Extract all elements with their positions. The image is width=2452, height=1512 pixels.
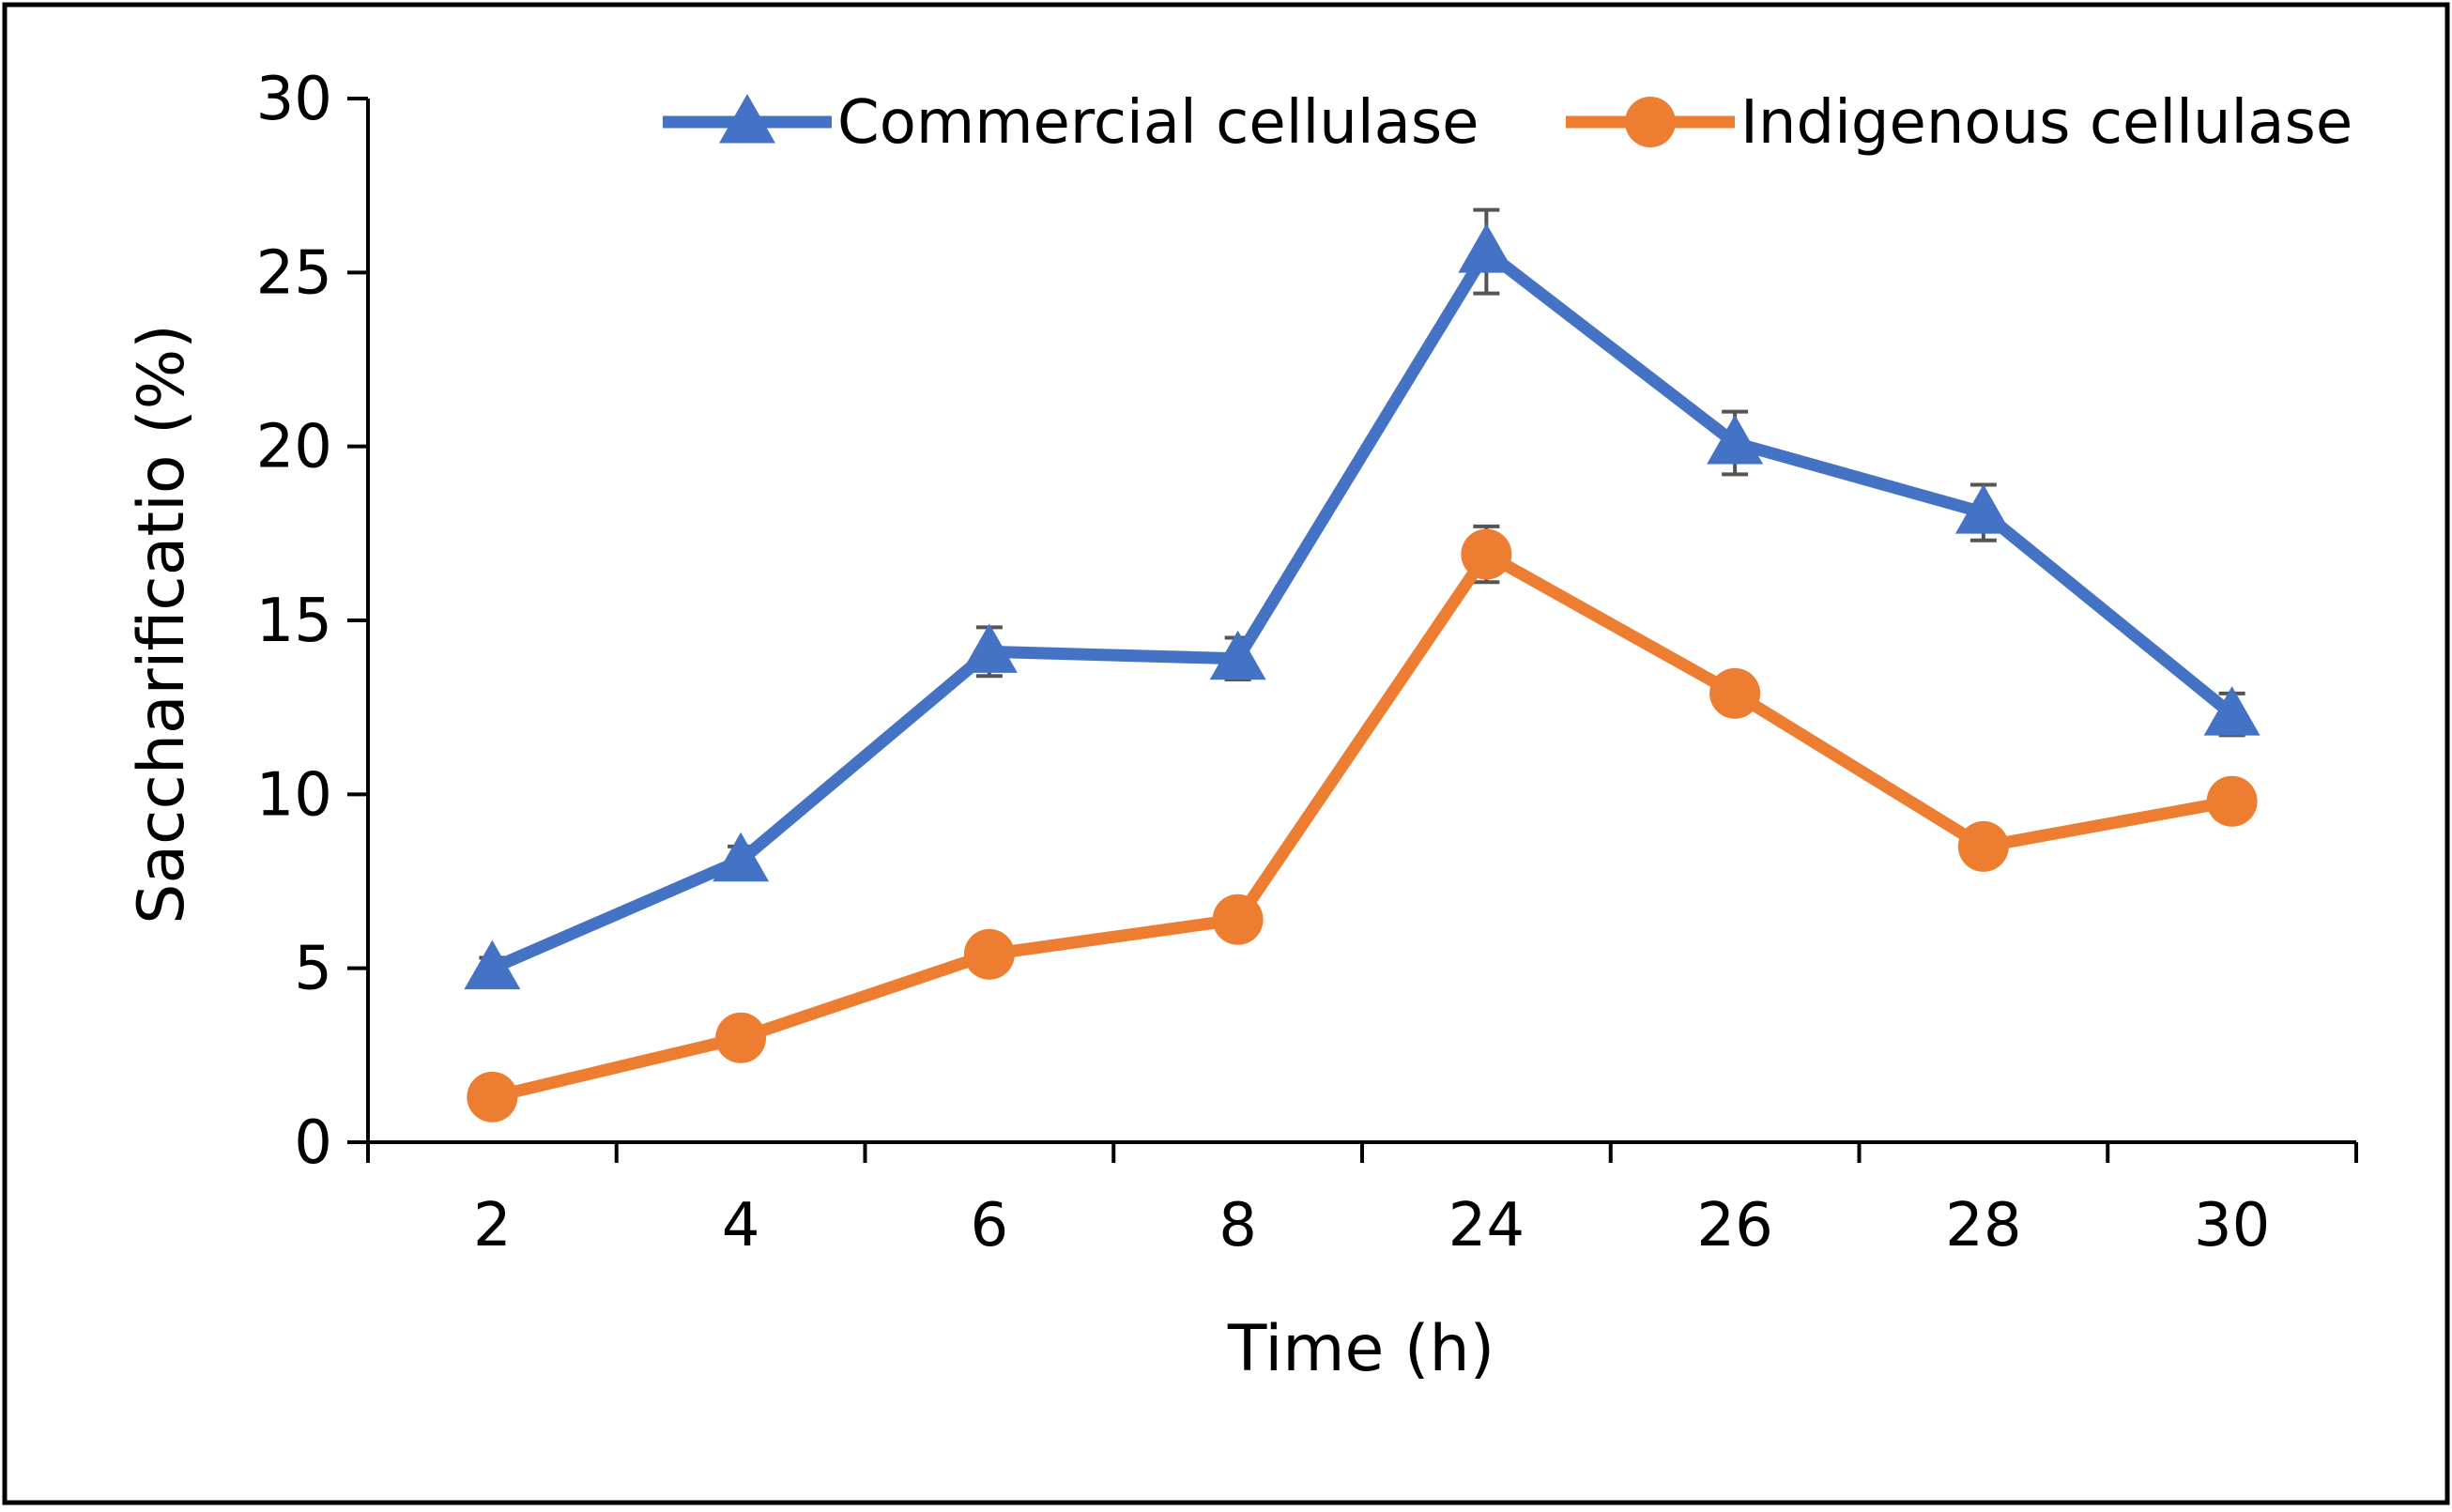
y-tick-label: 25 [256, 238, 332, 308]
y-tick-label: 20 [256, 413, 332, 482]
legend-item-2: Indigenous cellulase [1566, 88, 2352, 158]
triangle-marker [960, 623, 1018, 673]
y-tick-label: 15 [256, 587, 332, 656]
series-line [489, 245, 2236, 974]
legend-item-1: Commercial cellulase [663, 88, 1479, 158]
x-tick-label: 28 [1945, 1191, 2021, 1260]
triangle-marker [1209, 630, 1266, 680]
legend-label: Indigenous cellulase [1740, 88, 2352, 158]
legend-label: Commercial cellulase [837, 88, 1479, 158]
x-tick-label: 6 [971, 1191, 1009, 1260]
y-tick-label: 5 [294, 935, 332, 1004]
circle-marker [1212, 893, 1264, 945]
x-tick-label: 2 [473, 1191, 512, 1260]
circle-marker [715, 1012, 767, 1063]
circle-marker [1709, 667, 1761, 719]
x-tick-label: 26 [1696, 1191, 1772, 1260]
circle-marker [1461, 528, 1512, 580]
y-tick-label: 0 [294, 1108, 332, 1178]
x-tick-label: 30 [2194, 1191, 2270, 1260]
x-tick-label: 24 [1448, 1191, 1525, 1260]
triangle-marker [713, 832, 770, 882]
series-layer [464, 207, 2260, 1123]
x-axis-title: Time (h) [1227, 1312, 1494, 1386]
triangle-marker [1458, 223, 1515, 273]
x-tick-label: 8 [1218, 1191, 1257, 1260]
series-1 [464, 207, 2260, 990]
circle-marker [1625, 97, 1676, 147]
triangle-marker [2203, 686, 2260, 736]
triangle-marker [719, 94, 775, 144]
circle-marker [467, 1071, 518, 1123]
y-axis-title: Saccharificatio (%) [125, 324, 199, 924]
x-tick-label: 4 [722, 1191, 760, 1260]
circle-marker [1957, 820, 2009, 872]
legend: Commercial cellulase Indigenous cellulase [663, 88, 2352, 158]
y-tick-label: 30 [256, 65, 332, 134]
circle-marker [963, 928, 1015, 980]
series-2 [467, 524, 2258, 1123]
circle-marker [2206, 775, 2258, 827]
triangle-marker [1954, 484, 2012, 534]
y-tick-label: 10 [256, 760, 332, 830]
series-line [490, 548, 2233, 1104]
triangle-marker [1707, 414, 1764, 465]
triangle-marker [464, 939, 521, 990]
